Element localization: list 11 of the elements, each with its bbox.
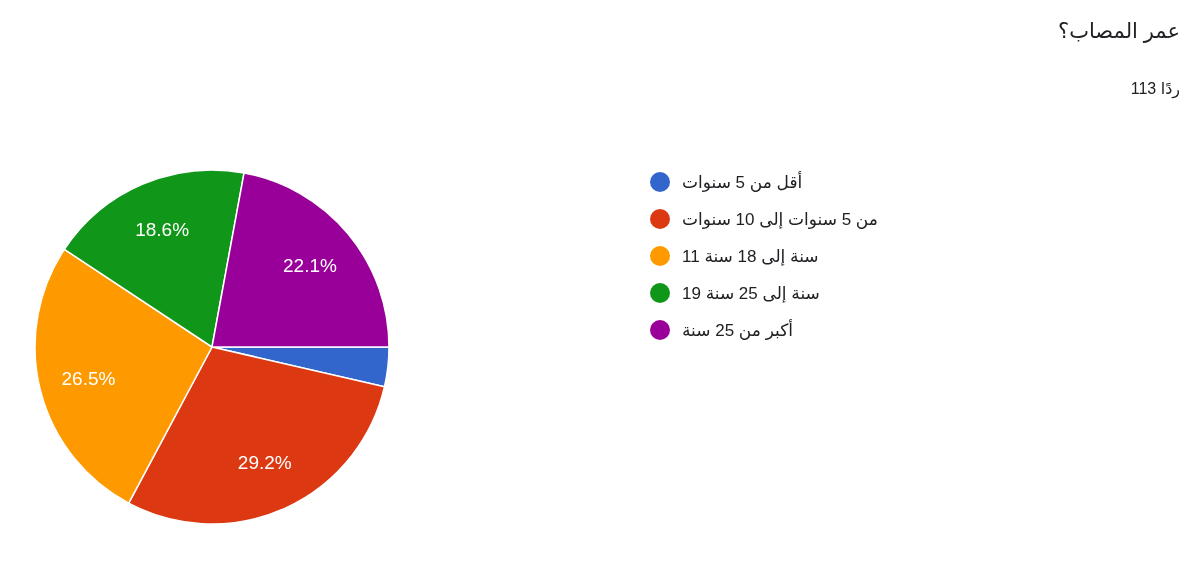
legend-label: 19 سنة إلى 25 سنة <box>682 283 820 303</box>
data-label: 26.5% <box>61 367 116 389</box>
text: عمر المصاب؟ <box>1058 19 1180 43</box>
legend-label: أقل من 5 سنوات <box>682 170 803 192</box>
data-label: 22.1% <box>283 254 337 276</box>
data-label: 18.6% <box>135 219 190 241</box>
legend-label: 11 سنة إلى 18 سنة <box>682 246 819 266</box>
text: 113 ردًا <box>1130 80 1180 99</box>
legend-label: أكبر من 25 سنة <box>682 318 793 340</box>
legend-label: من 5 سنوات إلى 10 سنوات <box>682 209 878 229</box>
data-label: 29.2% <box>237 452 292 474</box>
